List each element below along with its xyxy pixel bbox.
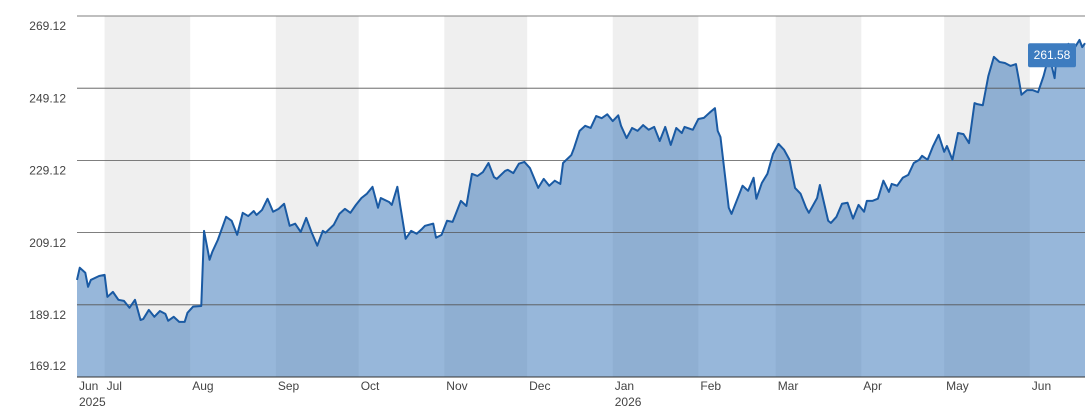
badge-value: 261.58 (1034, 48, 1071, 62)
y-tick-label: 209.12 (29, 236, 66, 250)
price-area (77, 39, 1085, 378)
y-tick-label: 249.12 (29, 91, 66, 105)
x-tick-label: Oct (361, 379, 380, 393)
x-tick-label: Aug (192, 379, 213, 393)
y-tick-label: 189.12 (29, 308, 66, 322)
x-tick-label: Mar (778, 379, 799, 393)
x-tick-label: Jan (615, 379, 634, 393)
x-year-label: 2026 (615, 395, 642, 409)
badge-box (1028, 43, 1076, 68)
x-tick-label: Dec (529, 379, 550, 393)
price-line (76, 38, 1086, 323)
x-tick-label: Sep (278, 379, 300, 393)
last-value-badge: 261.58 (1028, 43, 1076, 68)
y-tick-label: 169.12 (29, 359, 66, 373)
x-tick-label: Jun (79, 379, 98, 393)
x-year-label: 2025 (79, 395, 106, 409)
y-tick-label: 229.12 (29, 164, 66, 178)
x-tick-label: Nov (446, 379, 467, 393)
x-tick-label: May (946, 379, 969, 393)
x-tick-label: Jun (1032, 379, 1051, 393)
x-tick-label: Apr (863, 379, 882, 393)
x-tick-label: Feb (700, 379, 721, 393)
x-tick-label: Jul (107, 379, 122, 393)
y-tick-label: 269.12 (29, 19, 66, 33)
